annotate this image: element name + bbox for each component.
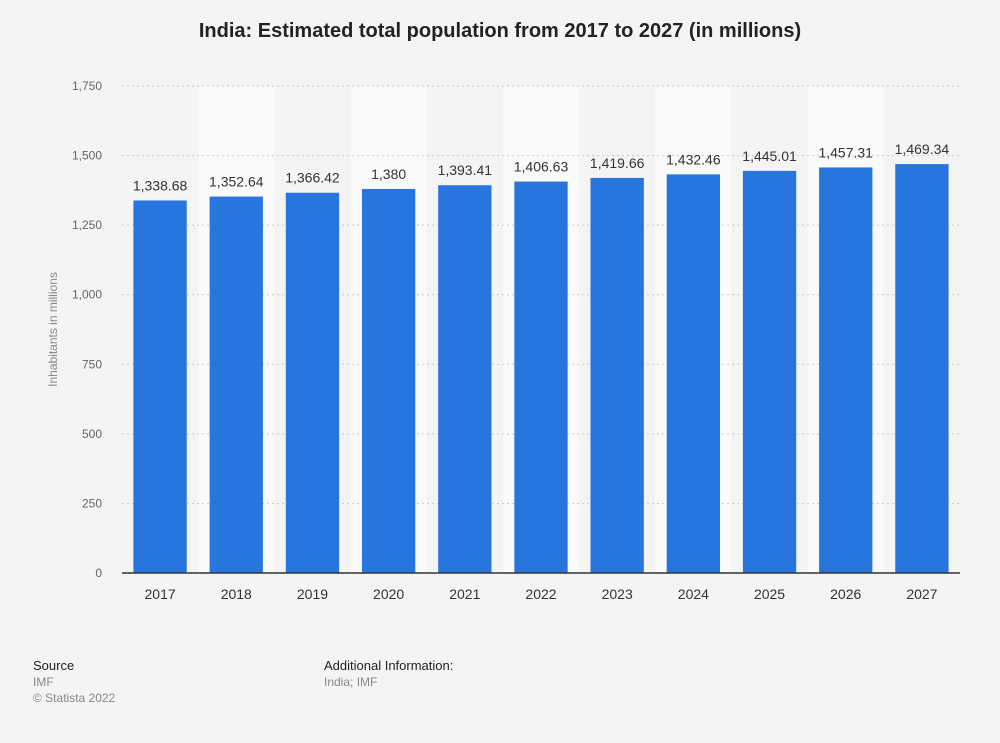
value-label: 1,352.64 (209, 174, 264, 190)
value-label: 1,419.66 (590, 155, 645, 171)
y-tick-label: 500 (82, 427, 102, 441)
value-label: 1,406.63 (514, 159, 569, 175)
bar (742, 170, 797, 573)
value-label: 1,432.46 (666, 151, 721, 167)
bar (438, 185, 492, 574)
value-label: 1,338.68 (133, 177, 188, 193)
bar (285, 192, 340, 574)
x-tick-label: 2020 (373, 586, 404, 602)
value-label: 1,445.01 (742, 148, 797, 164)
value-label: 1,380 (371, 166, 406, 182)
bar (209, 196, 263, 574)
bars (133, 164, 949, 574)
y-axis-ticks: 0 250 500 750 1,000 1,250 1,500 1,750 (72, 79, 102, 580)
bar (133, 200, 187, 573)
value-label: 1,366.42 (285, 170, 340, 186)
y-tick-label: 750 (82, 357, 102, 371)
y-tick-label: 1,500 (72, 149, 102, 163)
x-tick-label: 2022 (525, 586, 556, 602)
value-label: 1,457.31 (818, 144, 873, 160)
y-axis-label: Inhabitants in millions (46, 272, 60, 387)
source-name: IMF (33, 675, 54, 689)
y-tick-label: 1,250 (72, 218, 102, 232)
bar (590, 177, 644, 574)
y-tick-label: 0 (95, 566, 102, 580)
bar (514, 181, 568, 573)
x-tick-label: 2019 (297, 586, 328, 602)
additional-heading: Additional Information: (324, 658, 454, 673)
y-tick-label: 250 (82, 496, 102, 510)
bar (361, 188, 416, 574)
x-tick-label: 2025 (754, 586, 785, 602)
additional-text: India; IMF (324, 675, 378, 689)
source-block: Source IMF © Statista 2022 (33, 658, 115, 706)
x-tick-label: 2024 (678, 586, 709, 602)
x-axis-ticks: 2017 2018 2019 2020 2021 2022 2023 2024 2025 2026… (145, 586, 938, 602)
value-label: 1,469.34 (895, 141, 950, 157)
x-tick-label: 2021 (449, 586, 480, 602)
x-tick-label: 2017 (145, 586, 176, 602)
additional-info-block: Additional Information: India; IMF (324, 658, 453, 690)
y-tick-label: 1,000 (72, 288, 102, 302)
x-tick-label: 2027 (906, 586, 937, 602)
bar (819, 167, 873, 573)
x-tick-label: 2026 (830, 586, 861, 602)
y-tick-label: 1,750 (72, 79, 102, 93)
source-heading: Source (33, 658, 75, 673)
bar (666, 174, 721, 573)
x-tick-label: 2023 (602, 586, 633, 602)
bar (895, 164, 949, 573)
chart-title: India: Estimated total population from 2… (198, 20, 802, 42)
value-label: 1,393.41 (438, 162, 493, 178)
copyright: © Statista 2022 (33, 691, 116, 705)
value-labels: 1,338.68 1,352.64 1,366.42 1,380 1,393.41 1,4… (133, 141, 950, 193)
x-tick-label: 2018 (221, 586, 252, 602)
